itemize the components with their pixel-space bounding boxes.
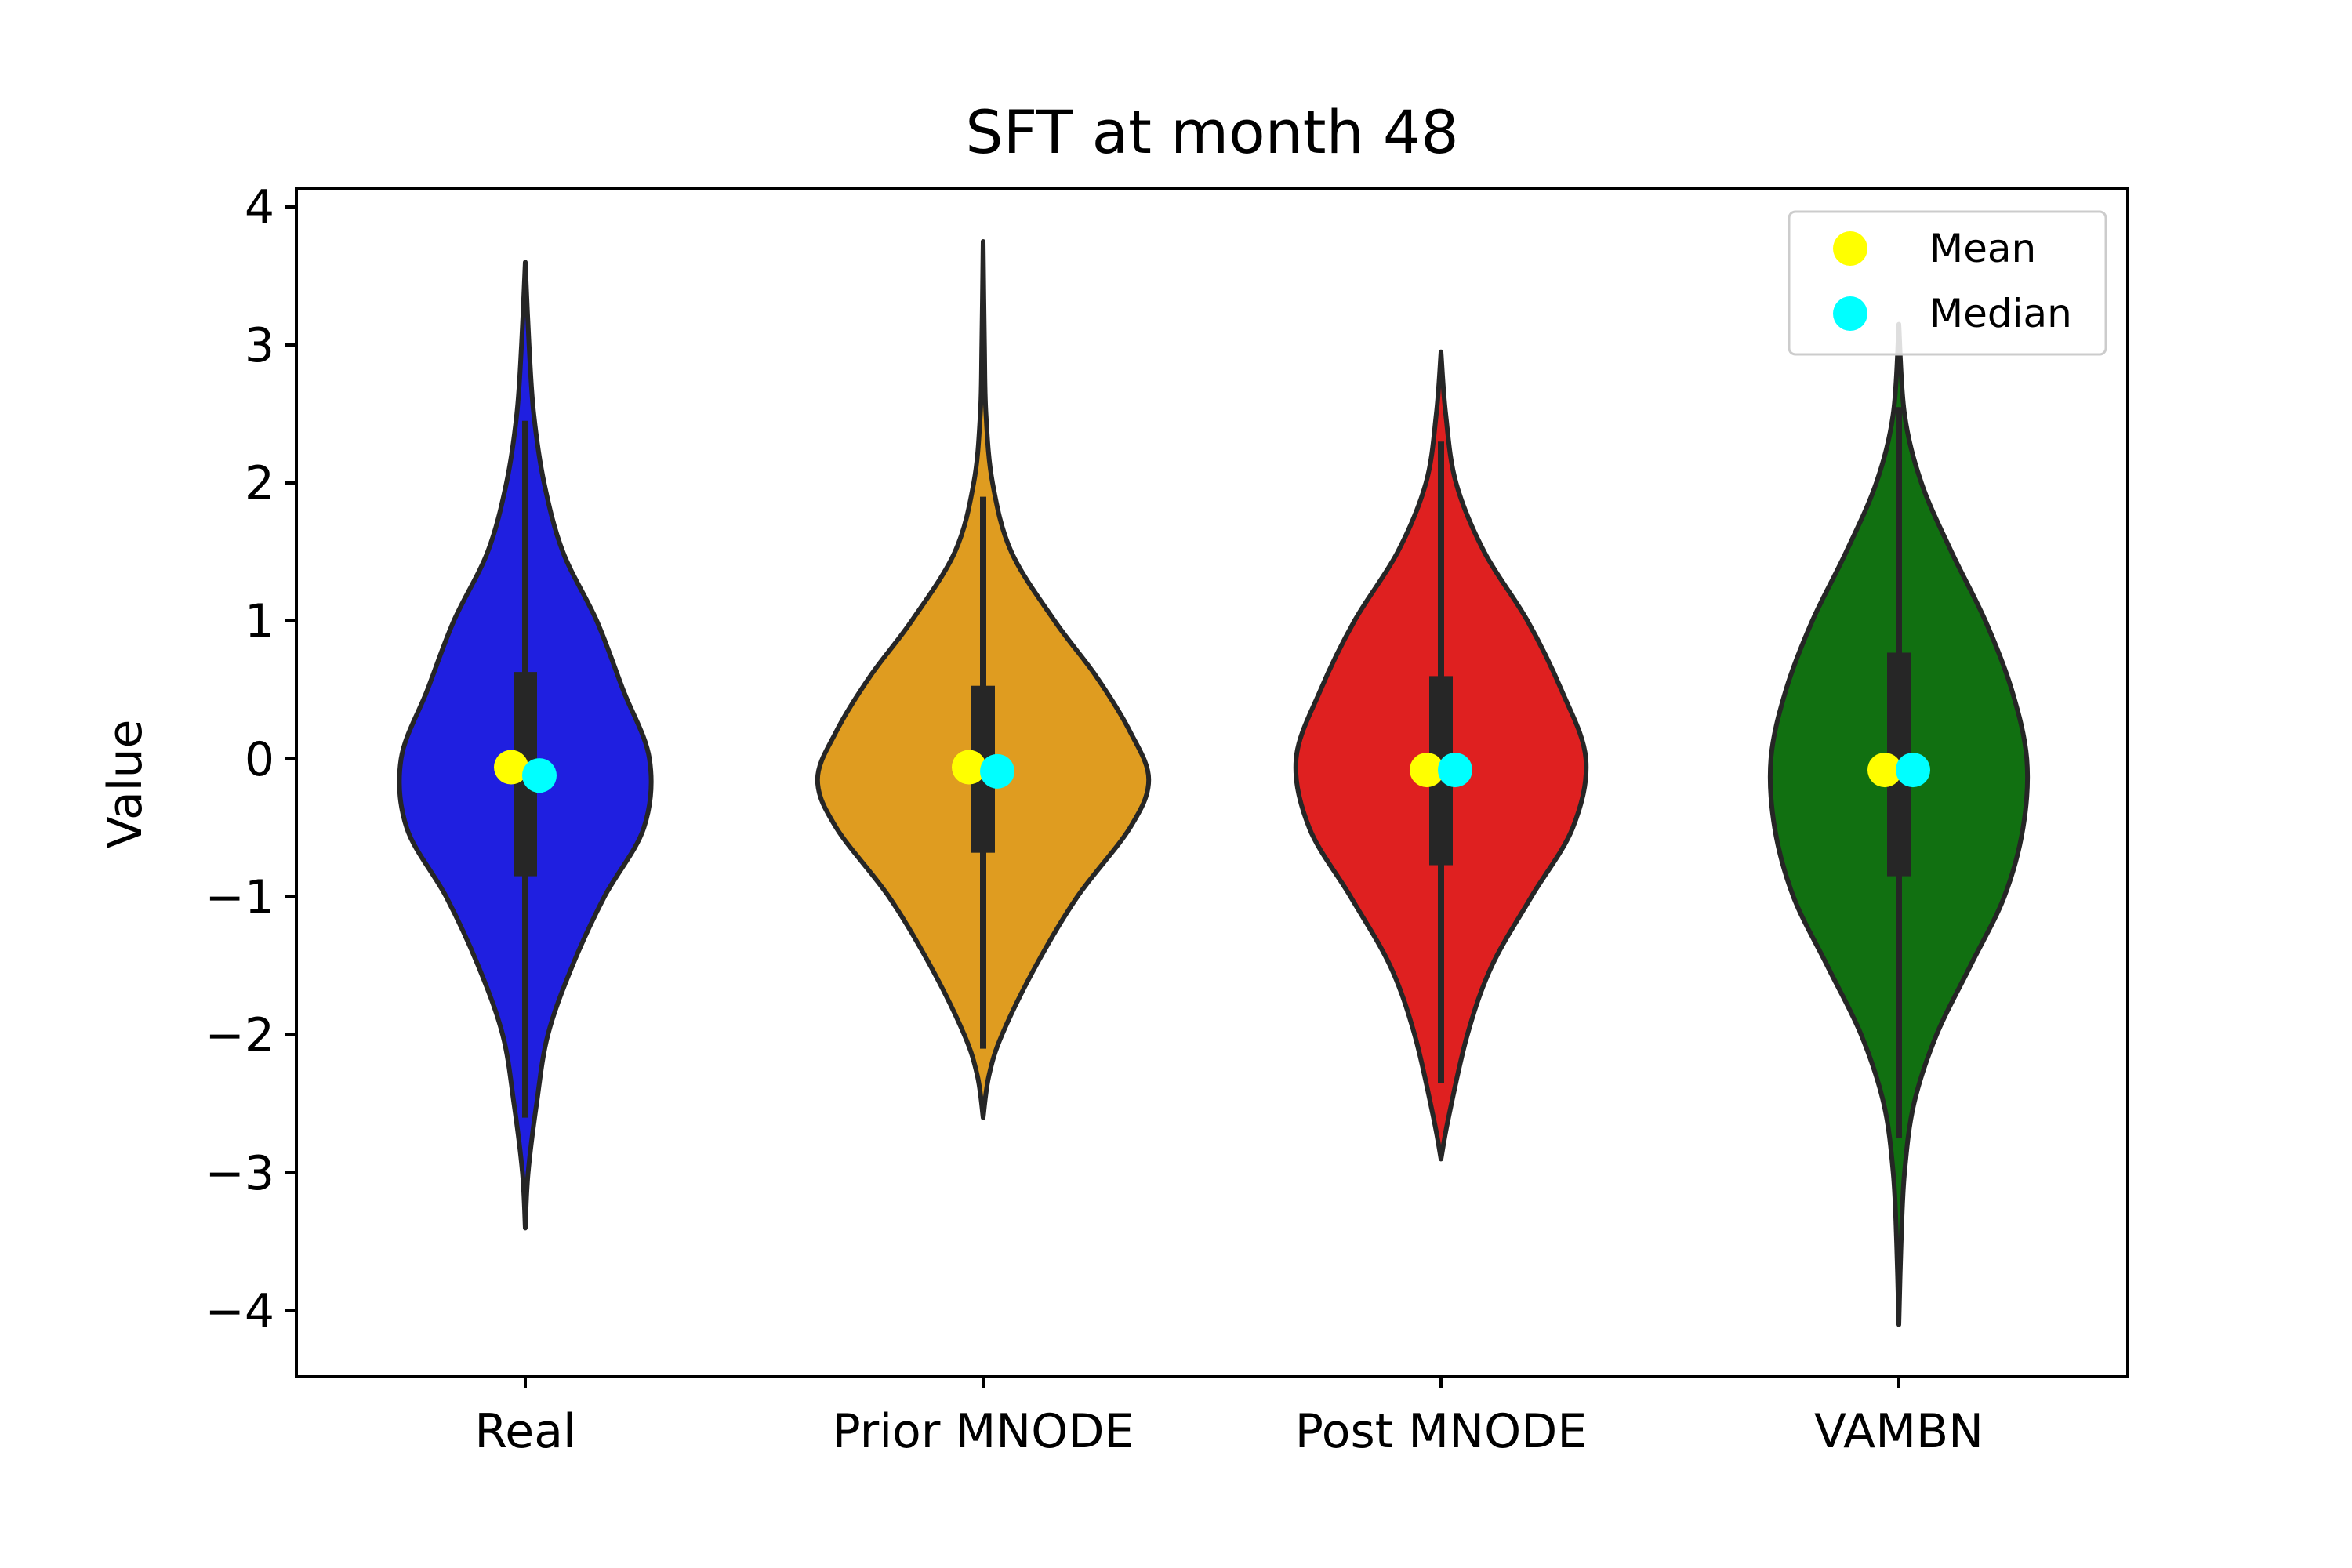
y-tick-label: 3 <box>245 318 274 373</box>
y-tick-label: 2 <box>245 456 274 511</box>
legend-box <box>1788 210 2107 356</box>
y-tick-label: −3 <box>205 1146 274 1201</box>
violin-real <box>397 260 654 1231</box>
y-axis-label: Value <box>98 720 153 849</box>
y-tick-label: 1 <box>245 594 274 649</box>
y-axis-ticks: 4 3 2 1 0 −1 −2 −3 −4 <box>205 180 296 1339</box>
axes-frame <box>295 187 2129 1378</box>
legend-mean-label: Mean <box>1929 226 2036 271</box>
violin-prior-mnode <box>815 239 1152 1120</box>
x-tick-label: Prior MNODE <box>833 1404 1134 1459</box>
violin-vambn <box>1767 321 2031 1327</box>
median-marker <box>522 758 557 793</box>
violins-group <box>397 239 2031 1327</box>
median-marker <box>980 753 1014 789</box>
median-marker <box>1438 753 1472 788</box>
mean-marker <box>1410 753 1444 788</box>
mean-marker <box>952 750 986 785</box>
mean-marker <box>494 750 528 785</box>
legend: Mean Median <box>1788 210 2107 356</box>
legend-median-marker <box>1833 296 1867 331</box>
chart-title: SFT at month 48 <box>965 97 1458 167</box>
x-axis-ticks: Real Prior MNODE Post MNODE VAMBN <box>474 1377 1984 1459</box>
x-tick-label: VAMBN <box>1814 1404 1984 1459</box>
y-tick-label: −1 <box>205 870 274 925</box>
y-tick-label: 4 <box>245 180 274 235</box>
legend-median-label: Median <box>1929 291 2072 336</box>
x-tick-label: Post MNODE <box>1295 1404 1588 1459</box>
y-tick-label: −4 <box>205 1284 274 1339</box>
mean-marker <box>1867 753 1902 788</box>
violin-post-mnode <box>1293 349 1589 1162</box>
x-tick-label: Real <box>474 1404 575 1459</box>
y-tick-label: 0 <box>245 732 274 787</box>
median-marker <box>1896 753 1930 788</box>
legend-mean-marker <box>1833 231 1867 266</box>
y-tick-label: −2 <box>205 1008 274 1063</box>
